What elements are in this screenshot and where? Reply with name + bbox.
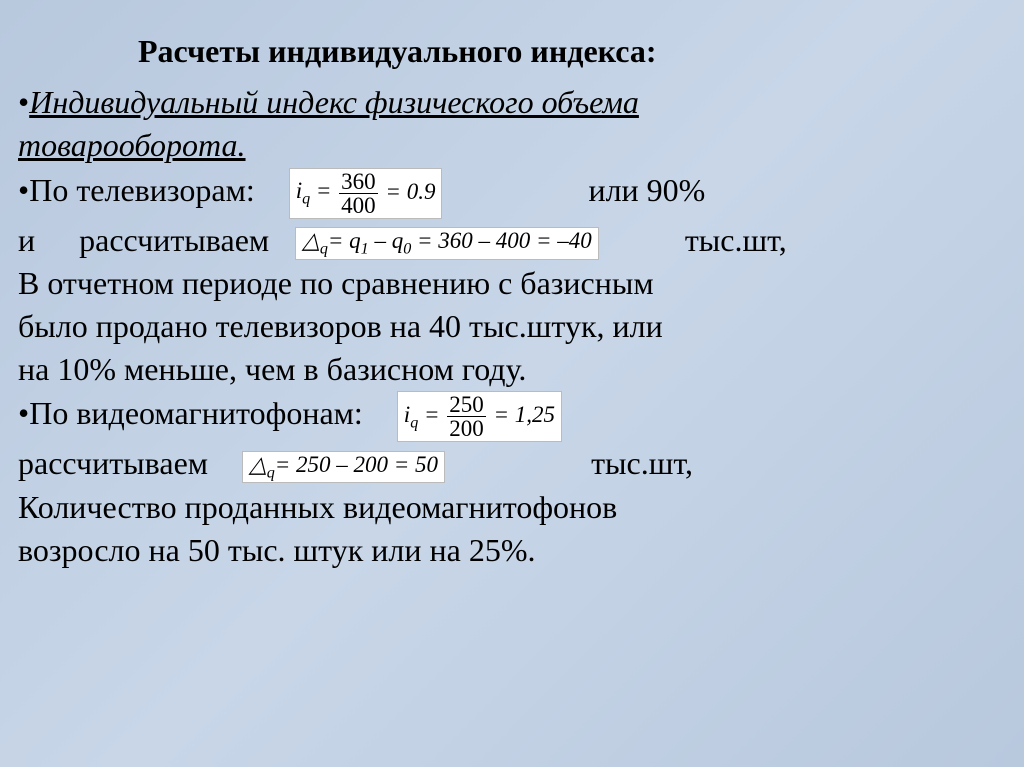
vcr-line1: •По видеомагнитофонам: iq = 250200 = 1,2…	[18, 391, 994, 442]
tv-explain2: было продано телевизоров на 40 тыс.штук,…	[18, 305, 994, 348]
tv-explain3: на 10% меньше, чем в базисном году.	[18, 348, 994, 391]
slide-title: Расчеты индивидуального индекса:	[18, 30, 994, 73]
vcr-formula-iq: iq = 250200 = 1,25	[397, 391, 562, 442]
tv-unit: тыс.шт,	[685, 222, 787, 258]
vcr-formula-delta: △q= 250 – 200 = 50	[242, 451, 445, 484]
vcr-calc-word: рассчитываем	[18, 445, 208, 481]
bullet: •	[18, 395, 29, 431]
tv-label: По телевизорам:	[29, 171, 255, 207]
tv-and: и	[18, 222, 35, 258]
subtitle-line1: Индивидуальный индекс физического объема	[29, 84, 639, 120]
subtitle-block: •Индивидуальный индекс физического объем…	[18, 81, 994, 124]
tv-formula-delta: △q= q1 – q0 = 360 – 400 = –40	[295, 227, 599, 260]
tv-explain1: В отчетном периоде по сравнению с базисн…	[18, 262, 994, 305]
vcr-unit: тыс.шт,	[591, 445, 693, 481]
vcr-explain1: Количество проданных видеомагнитофонов	[18, 486, 994, 529]
vcr-label: По видеомагнитофонам:	[29, 395, 363, 431]
vcr-line2: рассчитываем △q= 250 – 200 = 50 тыс.шт,	[18, 442, 994, 485]
tv-line1: •По телевизорам: iq = 360400 = 0.9 или 9…	[18, 168, 994, 219]
vcr-explain2: возросло на 50 тыс. штук или на 25%.	[18, 529, 994, 572]
tv-calc-word: рассчитываем	[79, 222, 269, 258]
tv-line2: и рассчитываем △q= q1 – q0 = 360 – 400 =…	[18, 219, 994, 262]
subtitle-line2: товарооборота.	[18, 124, 994, 167]
tv-or-percent: или 90%	[588, 171, 705, 207]
tv-formula-iq: iq = 360400 = 0.9	[289, 168, 443, 219]
bullet: •	[18, 84, 29, 120]
bullet: •	[18, 171, 29, 207]
